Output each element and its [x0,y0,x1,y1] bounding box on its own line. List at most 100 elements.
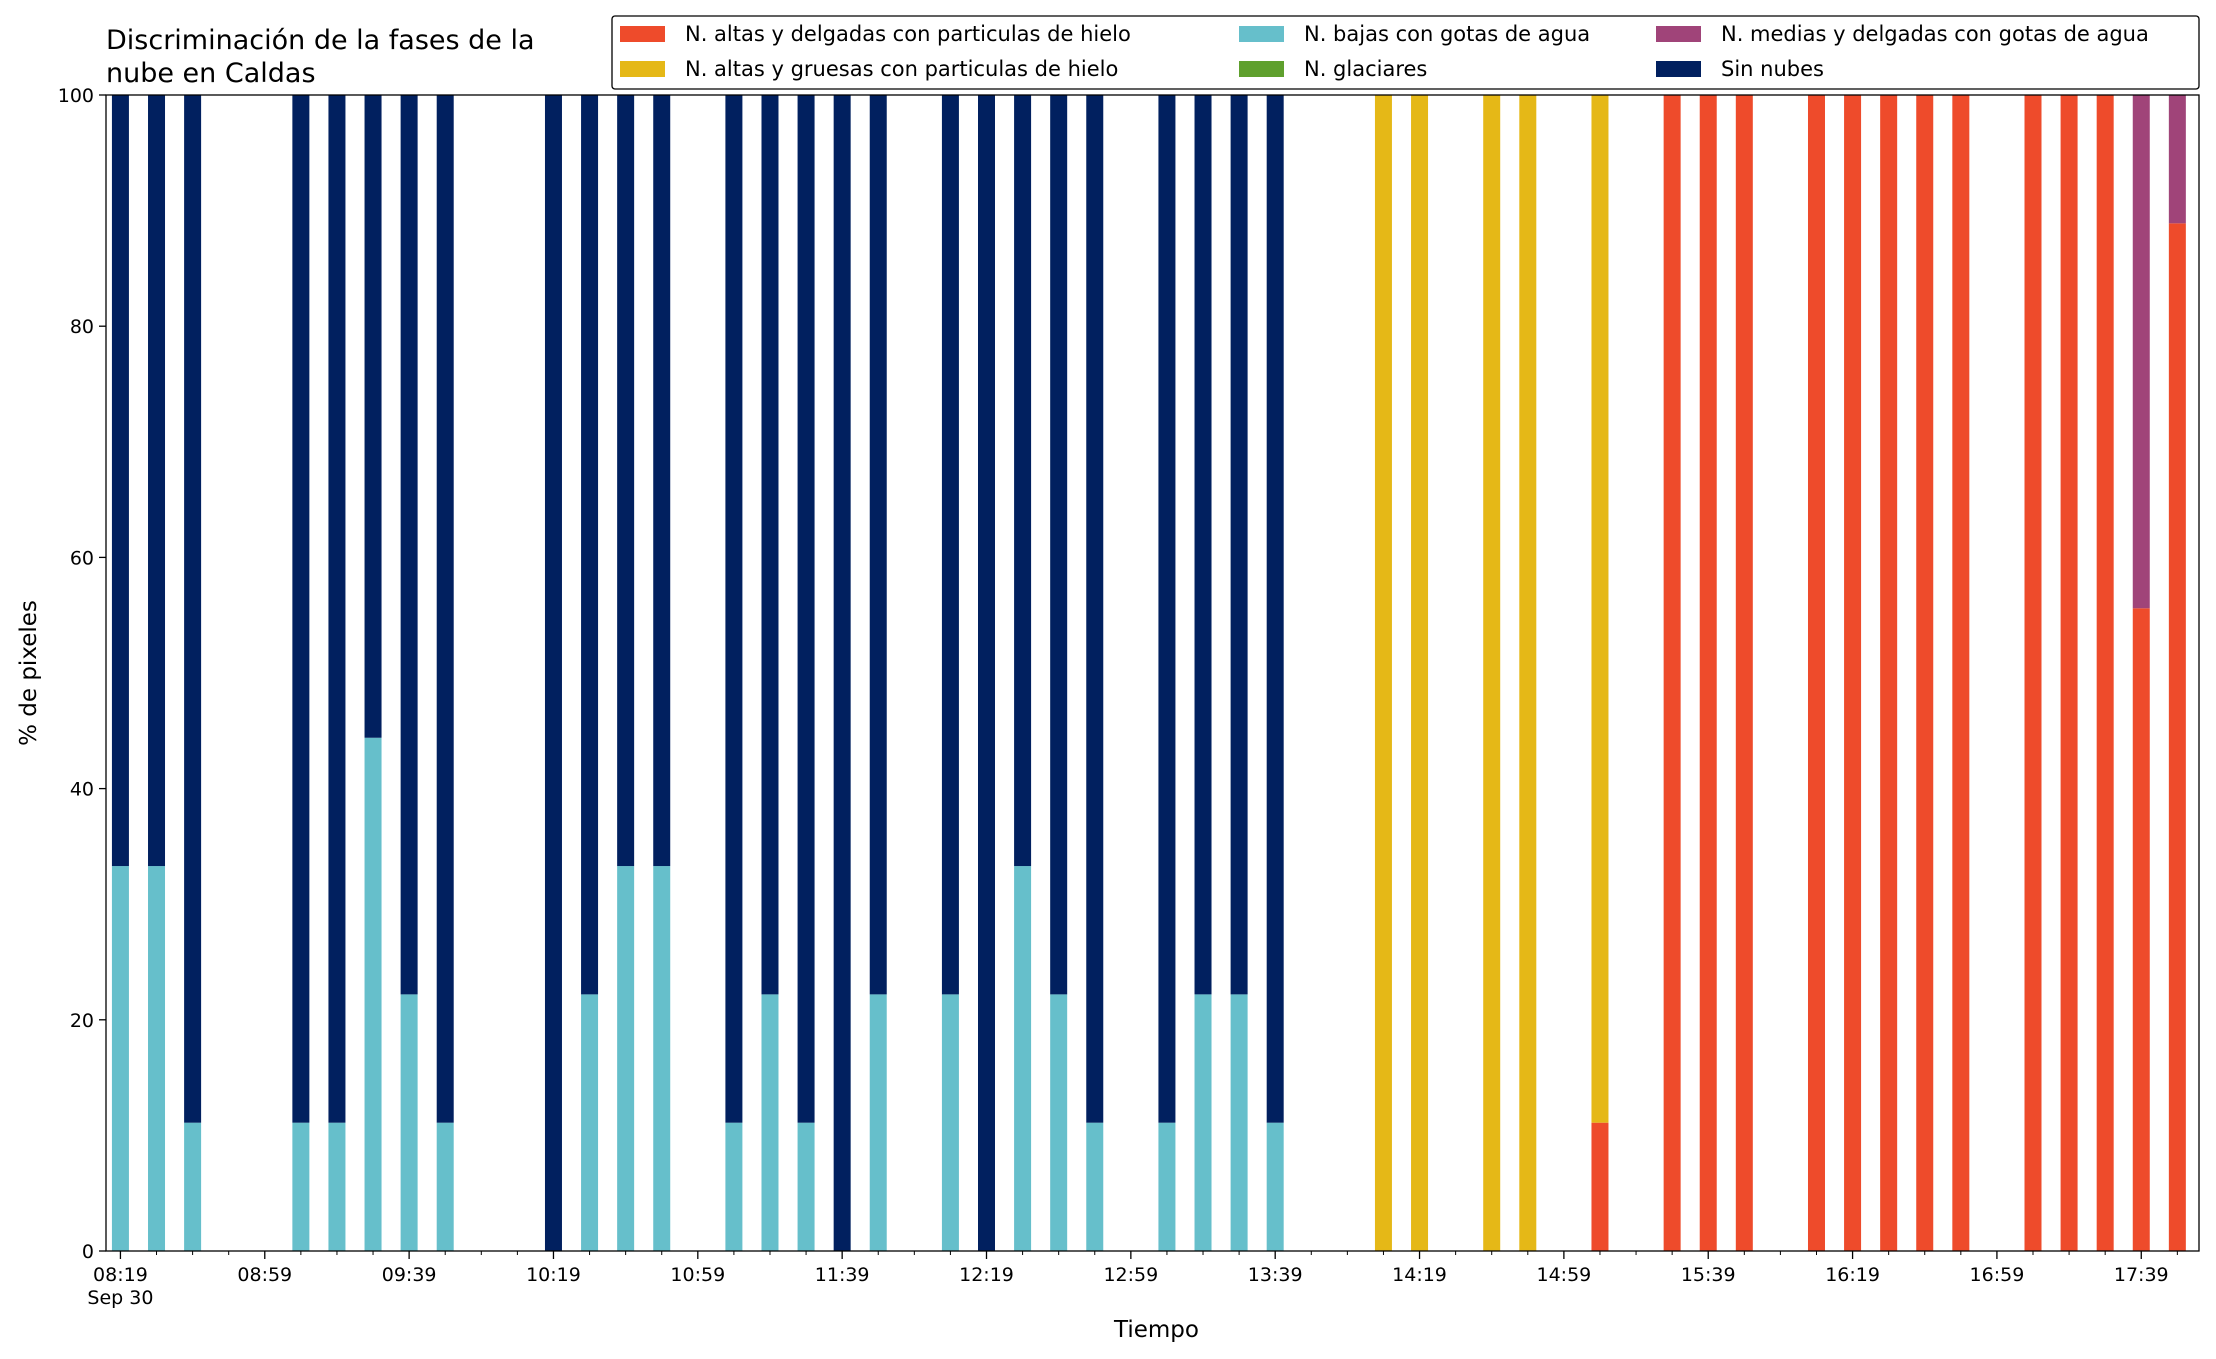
y-tick-label: 100 [58,85,94,107]
bar-segment-sin_nubes [1194,95,1212,995]
bar-segment-bajas [1086,1122,1104,1251]
bar-segment-bajas [797,1122,815,1251]
bar-segment-bajas [436,1122,454,1251]
legend-label-altas_delgadas: N. altas y delgadas con particulas de hi… [685,22,1131,46]
bar-segment-bajas [653,866,671,1251]
chart-title-line: Discriminación de la fases de la [106,25,535,56]
bar-segment-medias [2132,95,2150,609]
bar-segment-bajas [941,994,959,1251]
bar-segment-sin_nubes [1230,95,1248,995]
bar-segment-bajas [184,1122,202,1251]
bar-segment-altas_delgadas [1807,95,1825,1251]
bar-segment-altas_delgadas [2060,95,2078,1251]
y-tick-label: 0 [82,1241,94,1263]
legend-swatch-sin_nubes [1656,61,1701,77]
x-tick-label: 11:39 [815,1264,870,1286]
bar-segment-altas_gruesas [1519,95,1537,1251]
x-tick-label: 14:19 [1392,1264,1447,1286]
legend-label-bajas: N. bajas con gotas de agua [1304,22,1590,46]
bar-segment-bajas [111,866,129,1251]
x-axis-label: Tiempo [1113,1317,1199,1343]
legend-label-sin_nubes: Sin nubes [1721,57,1824,81]
legend-swatch-medias [1656,26,1701,42]
bar-segment-medias [2168,95,2186,224]
bar-segment-altas_delgadas [2096,95,2114,1251]
bar-segment-bajas [148,866,166,1251]
bar-segment-sin_nubes [978,95,995,1251]
bar-segment-bajas [400,994,418,1251]
legend-label-altas_gruesas: N. altas y gruesas con particulas de hie… [685,57,1118,81]
legend-swatch-glaciares [1239,61,1284,77]
x-tick-label: 12:59 [1103,1264,1158,1286]
bar-segment-bajas [1158,1122,1176,1251]
chart-title: Discriminación de la fases de la nube en … [106,25,535,89]
bar-segment-sin_nubes [581,95,599,995]
bar-segment-altas_delgadas [1735,95,1753,1251]
bar-segment-sin_nubes [436,95,454,1123]
bar-segment-sin_nubes [1158,95,1176,1123]
bar-segment-sin_nubes [400,95,418,995]
legend-label-medias: N. medias y delgadas con gotas de agua [1721,22,2149,46]
x-tick-label: 10:19 [526,1264,581,1286]
x-tick-sublabel: Sep 30 [87,1287,153,1309]
axes-layer [99,94,2200,1259]
bar-segment-sin_nubes [1266,95,1284,1123]
x-tick-label: 17:39 [2114,1264,2169,1286]
bar-segment-altas_delgadas [1916,95,1934,1251]
bar-segment-bajas [725,1122,743,1251]
x-tick-label: 09:39 [382,1264,437,1286]
bar-segment-sin_nubes [653,95,671,867]
bar-segment-altas_delgadas [2024,95,2042,1251]
x-tick-label: 10:59 [670,1264,725,1286]
bar-segment-altas_gruesas [1411,95,1429,1251]
chart-title-line: nube en Caldas [106,58,316,89]
bar-segment-sin_nubes [617,95,635,867]
x-tick-label: 16:59 [1970,1264,2025,1286]
bar-segment-altas_gruesas [1591,95,1609,1123]
labels-layer: 0 20 40 60 80 100 08:19 08:59 09:39 10:19 10:59 11:… [16,25,2169,1343]
bar-segment-altas_delgadas [1663,95,1681,1251]
bar-segment-bajas [1266,1122,1284,1251]
bar-segment-bajas [1230,994,1248,1251]
x-tick-label: 12:19 [959,1264,1014,1286]
bar-segment-bajas [1194,994,1212,1251]
bar-segment-sin_nubes [761,95,779,995]
x-tick-label: 08:59 [237,1264,292,1286]
bar-segment-altas_delgadas [1952,95,1970,1251]
bar-segment-bajas [761,994,779,1251]
legend-swatch-altas_gruesas [620,61,665,77]
legend: N. altas y delgadas con particulas de hi… [611,15,2200,90]
bar-segment-sin_nubes [148,95,166,867]
bar-segment-altas_delgadas [2132,608,2150,1251]
bar-segment-sin_nubes [941,95,959,995]
bar-segment-bajas [364,737,382,1251]
bar-segment-sin_nubes [1086,95,1104,1123]
bar-segment-altas_gruesas [1483,95,1501,1251]
bar-segment-sin_nubes [1050,95,1068,995]
bar-segment-bajas [328,1122,346,1251]
legend-box [611,15,2200,90]
bar-segment-altas_delgadas [1880,95,1898,1251]
bar-segment-sin_nubes [544,95,562,1251]
legend-label-glaciares: N. glaciares [1304,57,1427,81]
y-tick-label: 40 [70,779,94,801]
bar-segment-sin_nubes [328,95,346,1123]
bar-segment-bajas [869,994,887,1251]
bar-segment-sin_nubes [292,95,310,1123]
x-tick-label: 14:59 [1537,1264,1592,1286]
bar-segment-bajas [1050,994,1068,1251]
bar-segment-bajas [292,1122,310,1251]
x-tick-label: 16:19 [1825,1264,1880,1286]
bar-segment-sin_nubes [364,95,382,738]
bar-segment-altas_gruesas [1374,95,1392,1251]
bar-segment-altas_delgadas [2168,223,2186,1251]
y-tick-label: 80 [70,316,94,338]
bar-segment-altas_delgadas [1591,1122,1609,1251]
legend-swatch-altas_delgadas [620,26,665,42]
plot-frame [105,94,2200,1252]
bar-segment-bajas [581,994,599,1251]
bar-segment-sin_nubes [869,95,887,995]
bar-segment-sin_nubes [797,95,815,1123]
